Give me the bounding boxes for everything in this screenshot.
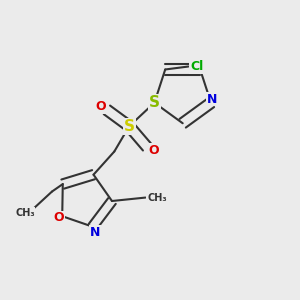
Text: O: O — [148, 143, 159, 157]
Text: S: S — [149, 95, 160, 110]
Text: S: S — [124, 119, 135, 134]
Text: CH₃: CH₃ — [15, 208, 35, 218]
Text: O: O — [53, 212, 64, 224]
Text: CH₃: CH₃ — [147, 193, 167, 202]
Text: N: N — [90, 226, 100, 238]
Text: N: N — [207, 93, 217, 106]
Text: O: O — [95, 100, 106, 113]
Text: Cl: Cl — [190, 60, 203, 73]
